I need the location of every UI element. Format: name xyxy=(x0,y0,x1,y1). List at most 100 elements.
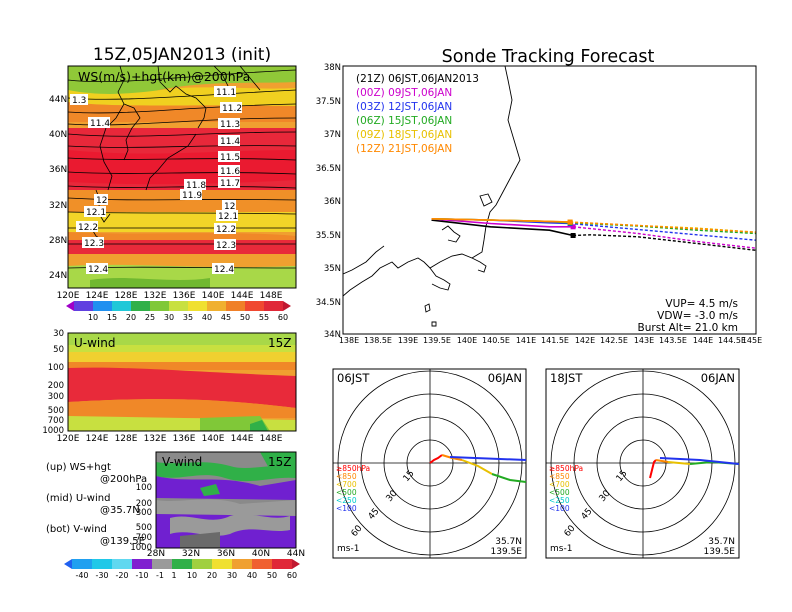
hodo-lon: 139.5E xyxy=(491,547,523,557)
svg-text:11.2: 11.2 xyxy=(222,104,242,114)
lon-tick-label: 140E xyxy=(202,434,225,444)
lat-tick-label: 24N xyxy=(49,271,67,281)
lon-tick-label: 124E xyxy=(86,291,109,301)
lon-tick-label: 139.5E xyxy=(423,336,451,345)
legend-entry: (06Z) 15JST,06JAN xyxy=(356,115,452,127)
svg-text:@200hPa: @200hPa xyxy=(100,474,147,485)
p-tick-label: 50 xyxy=(53,345,64,355)
contour-label: 11.3 xyxy=(218,118,240,130)
lon-tick-label: 120E xyxy=(57,434,80,444)
lon-tick-label: 144E xyxy=(231,434,254,444)
svg-text:11.5: 11.5 xyxy=(220,153,240,163)
sonde-params: VUP= 4.5 m/s VDW= -3.0 m/s Burst Alt= 21… xyxy=(638,298,738,334)
lon-tick-label: 148E xyxy=(260,291,283,301)
lon-tick-label: 142E xyxy=(575,336,595,345)
map-lat-axis: 44N 40N 36N 32N 28N 24N xyxy=(49,95,67,281)
track-lon-axis: 138E 138.5E 139E 139.5E 140E 140.5E 141E… xyxy=(339,336,762,345)
p-tick-label: 700 xyxy=(48,416,64,426)
param-burst: Burst Alt= 21.0 km xyxy=(638,322,738,334)
track-lat-axis: 38N 37.5N 37N 36.5N 36N 35.5N 35N 34.5N … xyxy=(316,63,341,340)
svg-text:11.8: 11.8 xyxy=(186,181,206,191)
p-tick-label: 300 xyxy=(48,392,64,402)
svg-text:11.6: 11.6 xyxy=(220,167,240,177)
colorbar-label: -30 xyxy=(95,571,108,580)
svg-text:11.1: 11.1 xyxy=(216,88,236,98)
lat-tick-label: 35N xyxy=(324,264,341,274)
contour-label: 12.4 xyxy=(212,263,234,275)
legend-entry: (09Z) 18JST,06JAN xyxy=(356,129,452,141)
lon-tick-label: 141.5E xyxy=(541,336,569,345)
svg-text:<700: <700 xyxy=(336,480,357,489)
track-series-descent xyxy=(573,226,756,249)
uwind-panel xyxy=(68,333,296,431)
svg-text:<850: <850 xyxy=(549,472,570,481)
track-series-descent xyxy=(570,222,756,235)
p-tick-label: 30 xyxy=(53,329,64,339)
svg-text:<700: <700 xyxy=(549,480,570,489)
p-tick-label: 1000 xyxy=(130,543,152,553)
left-title: 15Z,05JAN2013 (init) xyxy=(93,45,271,65)
lon-tick-label: 145E xyxy=(742,336,762,345)
colorbar-label: 10 xyxy=(187,571,197,580)
vwind-p-axis: 100 200 300 500 700 1000 xyxy=(130,483,152,553)
hodograph-18jst: 15 30 45 60 18JST 06JAN ≥850hPa <850 <70… xyxy=(545,368,740,559)
svg-text:12.2: 12.2 xyxy=(78,223,98,233)
p-tick-label: 200 xyxy=(48,381,64,391)
vwind-panel xyxy=(156,452,296,548)
svg-text:(up) WS+hgt: (up) WS+hgt xyxy=(46,462,111,473)
p-tick-label: 500 xyxy=(48,406,64,416)
svg-text:≥850hPa: ≥850hPa xyxy=(549,464,583,473)
svg-text:12.4: 12.4 xyxy=(88,265,108,275)
lon-tick-label: 144E xyxy=(693,336,713,345)
svg-text:<500: <500 xyxy=(336,488,357,497)
contour-label: 11.8 xyxy=(184,179,206,191)
p-tick-label: 200 xyxy=(136,499,152,509)
lon-tick-label: 143E xyxy=(634,336,654,345)
lat-tick-label: 36N xyxy=(217,549,235,559)
lon-tick-label: 141E xyxy=(516,336,536,345)
colorbar-label: 10 xyxy=(88,313,98,322)
colorbar-label: 60 xyxy=(278,313,288,322)
svg-text:12.4: 12.4 xyxy=(214,265,234,275)
lon-tick-label: 120E xyxy=(57,291,80,301)
lat-tick-label: 36N xyxy=(49,165,67,175)
lat-tick-label: 38N xyxy=(324,63,341,73)
hodo-levels: ≥850hPa <850 <700 <500 <250 <100 xyxy=(336,464,370,513)
colorbar-label: 30 xyxy=(164,313,174,322)
hodo-time: 18JST xyxy=(550,371,583,385)
lon-tick-label: 132E xyxy=(144,291,167,301)
colorbar-label: 40 xyxy=(202,313,212,322)
hodo-unit: ms-1 xyxy=(550,544,572,554)
colorbar-label: 60 xyxy=(287,571,297,580)
svg-text:<250: <250 xyxy=(336,496,357,505)
lat-tick-label: 44N xyxy=(49,95,67,105)
param-vdw: VDW= -3.0 m/s xyxy=(657,310,738,322)
colorbar-label: 35 xyxy=(183,313,193,322)
vwind-time: 15Z xyxy=(268,455,292,469)
track-legend: (21Z) 06JST,06JAN2013 (00Z) 09JST,06JAN … xyxy=(356,73,479,155)
lat-tick-label: 34.5N xyxy=(316,298,341,308)
svg-text:<850: <850 xyxy=(336,472,357,481)
contour-label: 12.3 xyxy=(214,239,236,251)
svg-text:12.3: 12.3 xyxy=(84,239,104,249)
lat-tick-label: 28N xyxy=(147,549,165,559)
v-colorbar: -40 -30 -20 -10 -1 1 10 20 30 40 50 60 xyxy=(64,559,300,580)
contour-label: 12.3 xyxy=(82,237,104,249)
contour-label: 12.4 xyxy=(86,263,108,275)
uwind-p-axis: 30 50 100 200 300 500 700 1000 xyxy=(42,329,64,436)
svg-text:≥850hPa: ≥850hPa xyxy=(336,464,370,473)
lat-tick-label: 35.5N xyxy=(316,231,341,241)
lat-tick-label: 40N xyxy=(49,130,67,140)
hodo-levels: ≥850hPa <850 <700 <500 <250 <100 xyxy=(549,464,583,513)
contour-labels: 11.1 11.2 11.3 11.4 11.4 11.5 11.6 11.7 … xyxy=(70,86,242,275)
p-tick-label: 100 xyxy=(136,483,152,493)
hodo-lon: 139.5E xyxy=(704,547,736,557)
svg-text:12.3: 12.3 xyxy=(216,241,236,251)
uwind-label: U-wind xyxy=(74,336,115,350)
contour-label: 12.1 xyxy=(84,206,106,218)
lon-tick-label: 142.5E xyxy=(600,336,628,345)
svg-text:11.9: 11.9 xyxy=(182,191,202,201)
contour-label: 12.2 xyxy=(76,221,98,233)
hodograph-06jst: 15 30 45 60 06JST 06JAN ≥850hPa <850 <70… xyxy=(332,368,527,559)
